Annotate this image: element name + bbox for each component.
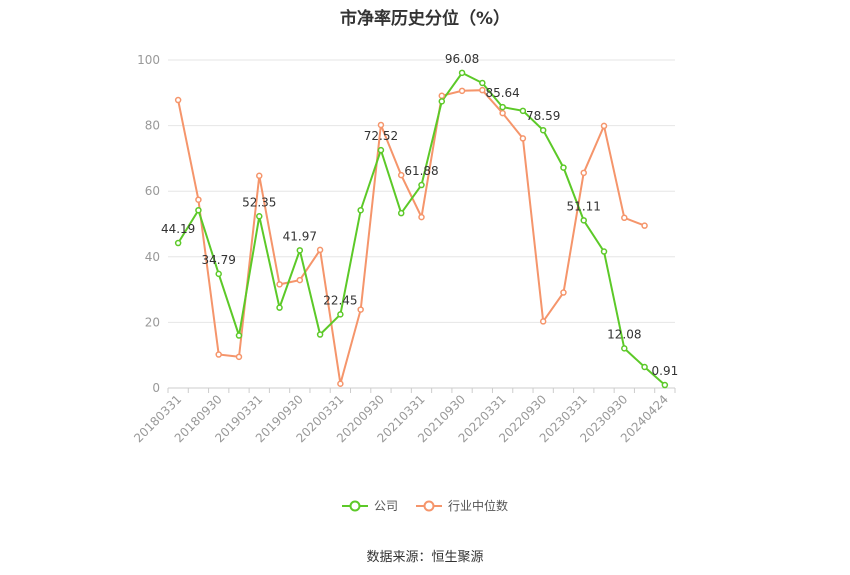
data-point[interactable] <box>580 169 587 177</box>
series-line-1 <box>177 89 645 384</box>
data-point[interactable] <box>600 122 608 130</box>
data-point[interactable] <box>560 289 567 296</box>
data-point[interactable] <box>357 306 364 313</box>
legend: 公司 行业中位数 <box>0 497 850 514</box>
data-point[interactable] <box>479 79 486 87</box>
chart-title: 市净率历史分位（%） <box>339 9 511 29</box>
data-source: 数据来源：恒生聚源 <box>366 550 484 565</box>
data-point[interactable] <box>316 246 324 254</box>
data-point[interactable] <box>499 109 506 117</box>
data-point[interactable] <box>377 121 385 129</box>
data-label: 44.19 <box>161 222 195 236</box>
series-points <box>174 69 669 389</box>
data-label: 22.45 <box>323 293 357 307</box>
data-point[interactable] <box>458 69 466 77</box>
data-point[interactable] <box>296 247 304 254</box>
data-point[interactable] <box>256 213 263 220</box>
data-point[interactable] <box>316 331 324 338</box>
data-point[interactable] <box>337 311 344 318</box>
data-label: 12.08 <box>607 327 641 341</box>
data-point[interactable] <box>499 103 506 111</box>
legend-company-label: 公司 <box>373 499 398 513</box>
legend-company-marker <box>341 500 368 511</box>
data-point[interactable] <box>418 181 425 189</box>
legend-item-industry-median[interactable]: 行业中位数 <box>416 497 508 514</box>
data-labels: 44.19 34.79 52.35 41.97 22.45 72.52 61.88 96.08… <box>161 52 678 378</box>
y-tick-label: 0 <box>152 381 160 395</box>
data-label: 52.35 <box>242 195 276 209</box>
y-axis: 0 20 40 60 80 100 <box>137 53 160 395</box>
y-tick-label: 60 <box>145 184 160 198</box>
data-label: 61.88 <box>404 164 438 178</box>
data-point[interactable] <box>276 304 283 311</box>
data-point[interactable] <box>377 146 385 154</box>
data-point[interactable] <box>438 98 446 105</box>
data-label: 96.08 <box>445 52 479 66</box>
data-point[interactable] <box>235 353 243 361</box>
data-point[interactable] <box>296 276 304 284</box>
data-point[interactable] <box>600 248 608 255</box>
data-point[interactable] <box>661 381 669 389</box>
data-label: 0.91 <box>652 364 679 378</box>
data-label: 78.59 <box>526 109 560 123</box>
legend-industry-label: 行业中位数 <box>448 499 509 513</box>
data-point[interactable] <box>276 281 283 288</box>
series-line-0 <box>177 71 666 386</box>
data-label: 41.97 <box>283 229 317 243</box>
data-point[interactable] <box>479 86 486 94</box>
y-tick-label: 40 <box>145 250 160 264</box>
data-point[interactable] <box>397 209 405 217</box>
data-point[interactable] <box>621 214 628 222</box>
data-point[interactable] <box>539 318 547 325</box>
data-point[interactable] <box>397 171 405 179</box>
legend-industry-marker <box>416 500 442 511</box>
grid-lines <box>168 59 675 389</box>
data-label: 85.64 <box>485 86 519 100</box>
data-point[interactable] <box>357 206 364 214</box>
data-point[interactable] <box>580 217 587 224</box>
data-point[interactable] <box>215 270 222 278</box>
data-point[interactable] <box>458 87 466 95</box>
data-point[interactable] <box>519 107 527 115</box>
data-label: 72.52 <box>364 129 398 143</box>
series-lines <box>177 71 666 386</box>
data-point[interactable] <box>195 196 202 203</box>
legend-item-company[interactable]: 公司 <box>341 497 398 514</box>
data-point[interactable] <box>195 206 202 214</box>
y-tick-label: 20 <box>145 315 160 329</box>
data-point[interactable] <box>519 135 527 142</box>
data-point[interactable] <box>256 172 263 180</box>
data-point[interactable] <box>174 239 182 247</box>
data-point[interactable] <box>539 126 547 134</box>
data-point[interactable] <box>235 332 243 339</box>
data-label: 51.11 <box>567 199 601 213</box>
data-point[interactable] <box>215 351 222 358</box>
data-point[interactable] <box>641 222 648 229</box>
x-axis: 2018033120180930201903312019093020200331… <box>131 387 676 445</box>
y-tick-label: 80 <box>145 119 160 133</box>
data-point[interactable] <box>621 345 628 352</box>
data-point[interactable] <box>337 380 344 387</box>
data-point[interactable] <box>438 92 446 100</box>
data-point[interactable] <box>560 164 567 171</box>
y-tick-label: 100 <box>137 53 160 67</box>
data-point[interactable] <box>174 96 182 104</box>
data-label: 34.79 <box>202 253 236 267</box>
data-point[interactable] <box>418 213 425 221</box>
data-point[interactable] <box>641 363 648 371</box>
